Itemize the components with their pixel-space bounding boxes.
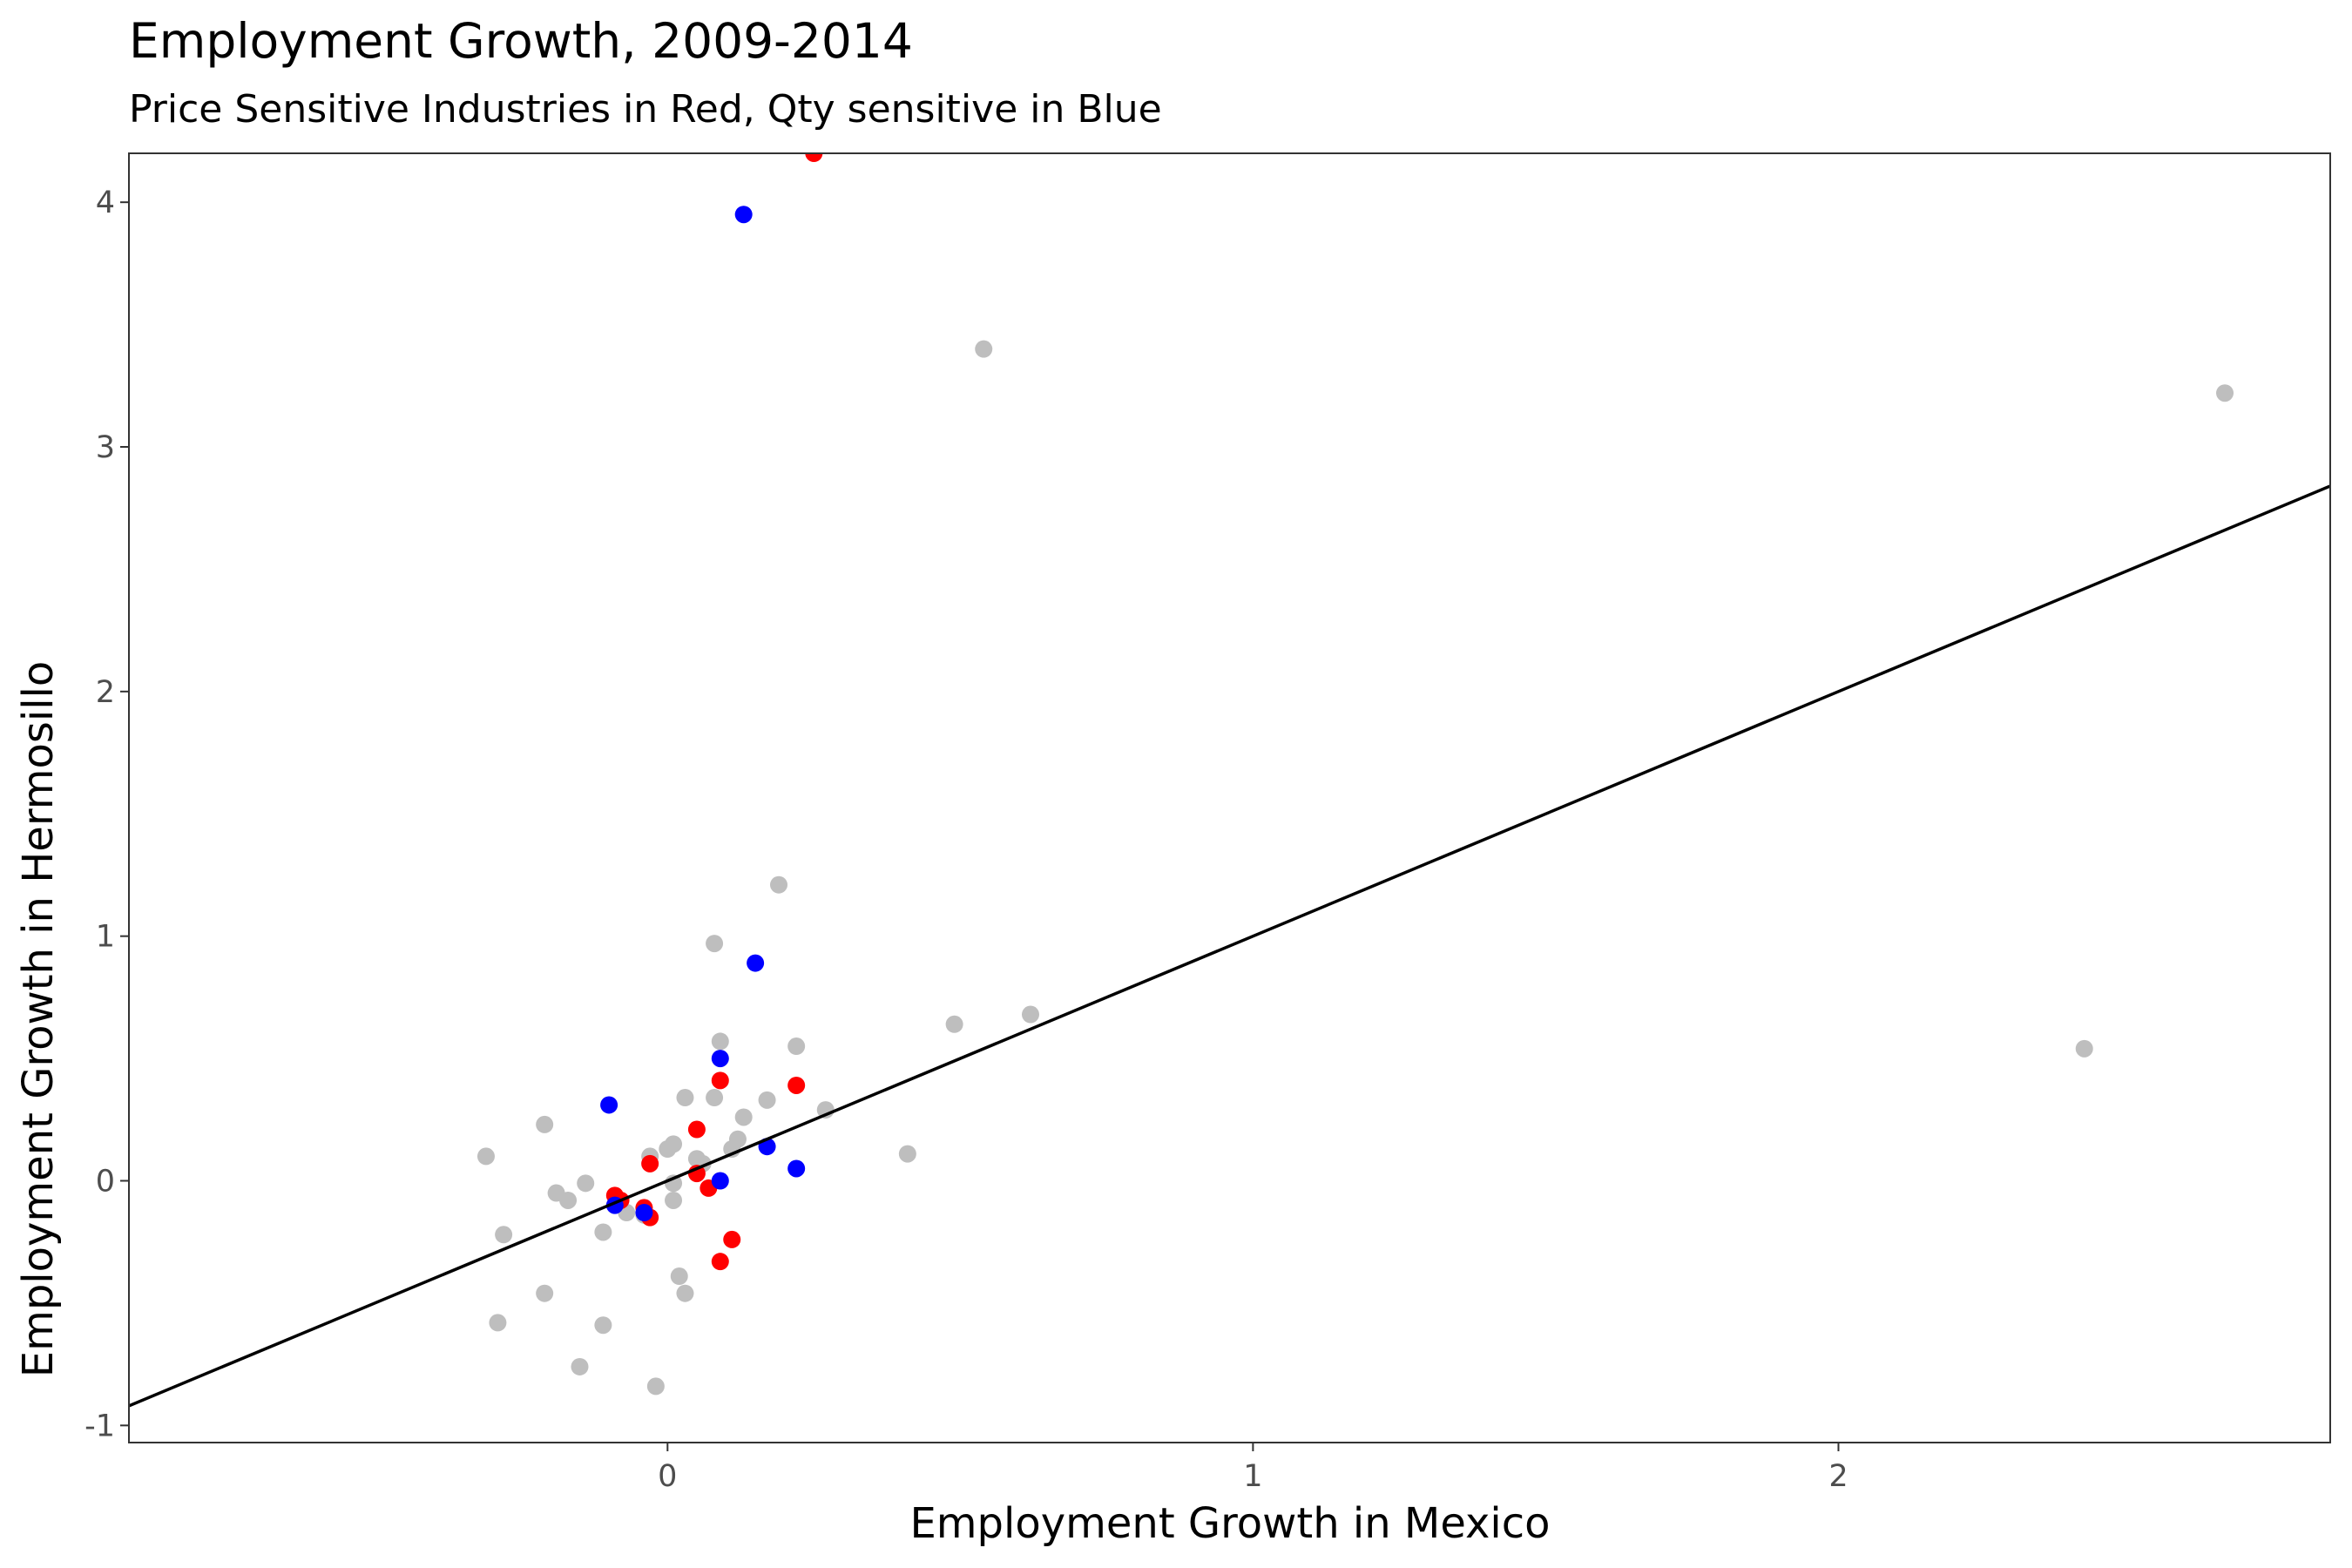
point-price-sensitive [787,1076,806,1094]
plot-area [129,153,2330,1408]
y-tick-label: 4 [96,186,115,220]
y-tick-label: 0 [96,1165,115,1200]
point-price-sensitive [723,1230,741,1248]
point-qty-sensitive [734,206,753,224]
point-qty-sensitive [600,1096,618,1114]
point-other [571,1357,589,1375]
y-tick-label: 2 [96,675,115,710]
point-other [594,1316,612,1335]
point-other [536,1284,554,1302]
point-other [1021,1005,1039,1024]
point-other [728,1130,747,1148]
point-other [559,1191,578,1209]
point-other [975,340,993,358]
y-tick-label: -1 [84,1409,115,1443]
point-other [536,1115,554,1133]
point-other [945,1015,963,1033]
x-tick-label: 1 [1243,1459,1262,1494]
point-other [706,935,724,953]
point-price-sensitive [687,1120,706,1139]
chart-subtitle: Price Sensitive Industries in Red, Qty s… [129,87,1162,132]
point-qty-sensitive [711,1172,729,1190]
y-tick-label: 1 [96,920,115,955]
x-tick-label: 0 [658,1459,677,1494]
point-qty-sensitive [787,1159,806,1178]
point-other [676,1089,694,1107]
point-other [646,1377,665,1396]
point-qty-sensitive [635,1204,653,1222]
point-other [898,1145,916,1163]
x-axis-label: Employment Growth in Mexico [909,1499,1550,1548]
point-other [594,1223,612,1241]
point-price-sensitive [711,1071,729,1090]
point-qty-sensitive [711,1050,729,1068]
point-other [2216,384,2234,402]
point-qty-sensitive [747,954,765,972]
plot-border [128,152,2331,1443]
point-other [2075,1039,2093,1058]
point-other [706,1089,724,1107]
point-other [665,1135,683,1153]
point-other [787,1037,806,1056]
y-tick-label: 3 [96,430,115,465]
point-other [495,1226,513,1244]
chart-title: Employment Growth, 2009-2014 [129,13,913,69]
point-other [665,1191,683,1209]
y-axis-label: Employment Growth in Hermosillo [14,661,63,1378]
point-other [676,1284,694,1302]
point-other [758,1091,776,1109]
point-price-sensitive [711,1253,729,1271]
point-price-sensitive [805,153,823,162]
reference-line [129,484,2330,1408]
point-other [670,1267,688,1286]
point-other [476,1147,495,1166]
point-other [577,1174,595,1193]
point-other [489,1314,507,1332]
x-tick-label: 2 [1828,1459,1848,1494]
point-price-sensitive [641,1154,659,1173]
axes: 0 1 2 -1 0 1 2 3 4 [84,186,1848,1494]
point-other [711,1032,729,1051]
point-other [734,1108,753,1126]
point-other [770,875,788,894]
